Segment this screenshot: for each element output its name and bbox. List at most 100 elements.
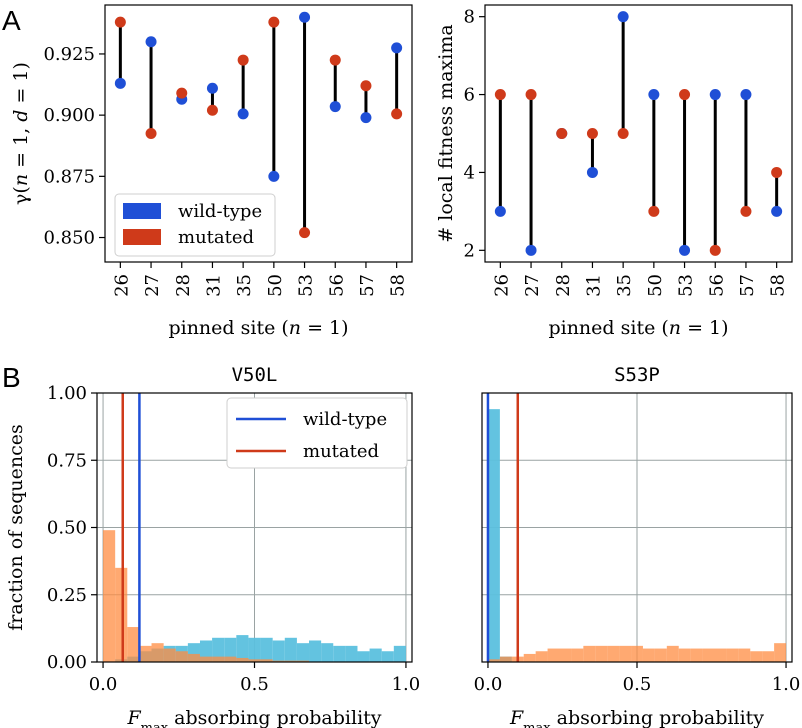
histogram-bar-wild-type [381,651,394,662]
wild-type-point [525,244,537,256]
histogram-bar-mutated [642,648,655,662]
histogram-bar-wild-type [333,645,346,662]
x-axis-label: Fmax absorbing probability [126,707,381,728]
mutated-point [360,80,372,92]
x-tick-label: 58 [768,274,789,297]
x-tick-label: 58 [388,274,409,297]
histogram-bar-mutated [678,648,691,662]
histogram-bar-mutated [236,657,249,662]
histogram-bar-wild-type [296,643,310,662]
histogram-bar-wild-type [260,637,273,662]
mutated-point [299,227,311,239]
x-tick-label: 28 [553,274,574,297]
legend-swatch-wild-type [123,203,161,219]
wild-type-point [771,205,783,217]
y-tick-label: 1.00 [47,383,87,404]
mutated-point [237,54,249,66]
histogram-bar-mutated [212,656,225,662]
histogram-bar-mutated [487,659,500,662]
y-tick-label: 0.00 [47,652,87,673]
wild-type-point [268,170,280,182]
histogram-bar-mutated [523,653,536,662]
mutated-point [391,108,403,120]
histogram-bar-wild-type [248,637,261,662]
x-tick-label: 50 [265,274,286,297]
histogram-bar-mutated [774,643,787,662]
y-tick-label: 0.50 [47,518,87,539]
histogram-bar-mutated [115,567,128,662]
wild-type-point [391,42,403,54]
x-tick-label: 50 [645,274,666,297]
x-tick-label: 0.5 [623,674,652,695]
wild-type-point [494,205,506,217]
histogram-bar-mutated [631,645,643,662]
histogram-bar-wild-type [369,648,382,662]
histogram-bar-mutated [187,653,200,662]
panel-label-b: B [2,362,21,393]
x-tick-label: 57 [737,274,758,297]
histogram-bar-mutated [714,648,727,662]
y-tick-label: 0.75 [47,450,87,471]
chart-title: S53P [614,364,660,386]
mutated-point [556,128,568,139]
histogram-bar-mutated [499,656,512,662]
chart-gamma-dumbbell: 0.850 0.875 0.900 0.925 26 27 28 31 35 50 53 56 57 58… [10,4,413,339]
mutated-point [145,128,157,139]
plot-frame [484,4,793,263]
mutated-point [679,89,691,101]
legend: wild-type mutated [114,193,276,257]
chart-title: V50L [232,364,278,386]
x-tick-label: 53 [296,274,317,297]
chart-s53p-histogram: 0.0 0.5 1.0 S53P Fmax absorbing probability [474,364,801,728]
x-tick-label: 31 [203,274,224,297]
panel-label-a: A [2,5,21,36]
y-tick-label: 6 [464,85,475,106]
histogram-bar-mutated [762,651,775,662]
histogram-bar-mutated [260,659,273,662]
mutated-point [648,205,660,217]
histogram-bar-wild-type [272,640,285,662]
x-axis-label: pinned site (n = 1) [168,317,348,339]
y-tick-label: 0.875 [43,166,95,187]
x-axis-label: pinned site (n = 1) [548,317,728,339]
x-tick-label: 0.0 [474,674,503,695]
histogram-bar-mutated [690,648,703,662]
histogram-bar-mutated [750,651,763,662]
histogram-bar-wild-type [345,645,358,662]
mutated-point [494,89,506,101]
mutated-point [586,128,598,139]
y-tick-label: 2 [464,240,475,261]
histogram-bar-mutated [595,645,608,662]
y-axis-label: fraction of sequences [5,424,27,631]
x-tick-label: 26 [111,274,132,297]
mutated-point [114,16,126,28]
y-axis-label: γ(n = 1, d = 1) [10,62,32,205]
mutated-point [206,104,218,116]
histogram-bar-mutated [535,651,548,662]
histogram-bar-mutated [738,648,751,662]
x-tick-label: 26 [491,274,512,297]
mutated-point [740,205,752,217]
histogram-bar-mutated [607,645,620,662]
x-tick-label: 1.0 [772,674,801,695]
wild-type-point [679,244,691,256]
y-axis-label: # local fitness maxima [435,24,457,242]
histogram-bar-mutated [547,648,560,662]
x-axis-label: Fmax absorbing probability [509,707,764,728]
x-tick-label: 31 [583,274,604,297]
histogram-bar-mutated [654,648,667,662]
wild-type-point [114,77,126,89]
histogram-bar-wild-type [212,637,225,662]
histogram-bar-mutated [175,651,188,662]
histogram-bar-wild-type [487,409,500,662]
histogram-bar-mutated [559,648,572,662]
histogram-bar-mutated [296,660,310,662]
x-tick-label: 0.5 [240,674,269,695]
histogram-bar-mutated [163,648,176,662]
histogram-bar-mutated [571,648,584,662]
wild-type-point [617,11,629,23]
y-tick-label: 8 [464,7,475,28]
chart-local-maxima-dumbbell: 2 4 6 8 26 27 28 31 35 50 53 56 57 58 pinned site (n =… [435,4,793,339]
histogram-bar-mutated [702,648,715,662]
